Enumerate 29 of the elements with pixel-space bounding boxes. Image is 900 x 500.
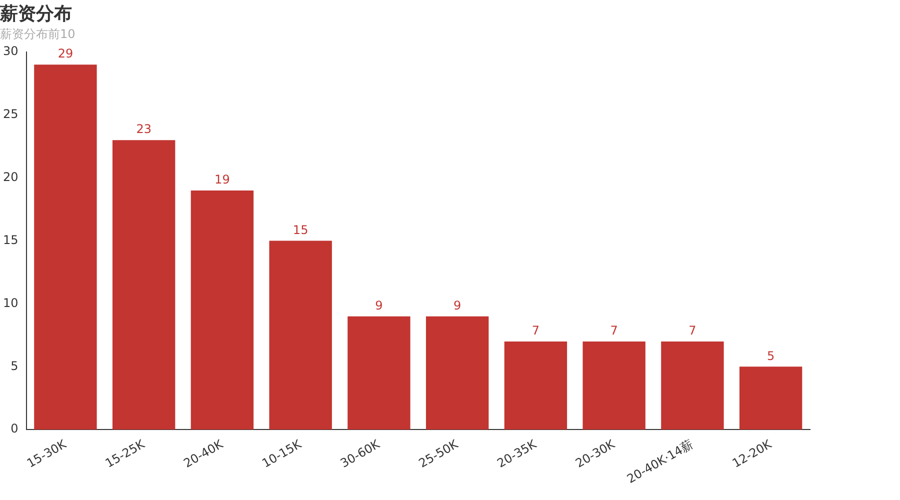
bar — [661, 342, 724, 430]
y-tick-label: 5 — [10, 358, 18, 373]
bar — [269, 240, 332, 430]
y-tick-label: 0 — [10, 422, 18, 436]
data-label: 5 — [766, 348, 775, 363]
data-label: 23 — [136, 122, 152, 136]
data-label: 29 — [58, 46, 74, 61]
y-tick-label: 20 — [2, 170, 18, 184]
bar — [504, 342, 568, 430]
y-tick-label: 30 — [2, 44, 18, 58]
data-label: 9 — [375, 298, 383, 312]
y-tick-label: 15 — [2, 232, 18, 247]
bar — [190, 190, 254, 430]
data-label: 15 — [292, 222, 308, 237]
chart-title: 薪资分布 — [0, 3, 72, 24]
bar — [582, 342, 646, 430]
data-label: 9 — [454, 298, 462, 312]
data-label: 7 — [532, 324, 540, 338]
bar — [348, 316, 410, 430]
bar — [112, 140, 176, 430]
data-label: 7 — [688, 324, 696, 338]
chart-subtitle: 薪资分布前10 — [0, 26, 76, 41]
y-tick-label: 25 — [2, 107, 18, 122]
bar — [739, 366, 802, 430]
bar — [34, 64, 97, 430]
bar — [426, 316, 489, 430]
data-label: 7 — [610, 324, 618, 338]
data-label: 19 — [214, 172, 230, 187]
y-tick-label: 10 — [2, 296, 18, 310]
